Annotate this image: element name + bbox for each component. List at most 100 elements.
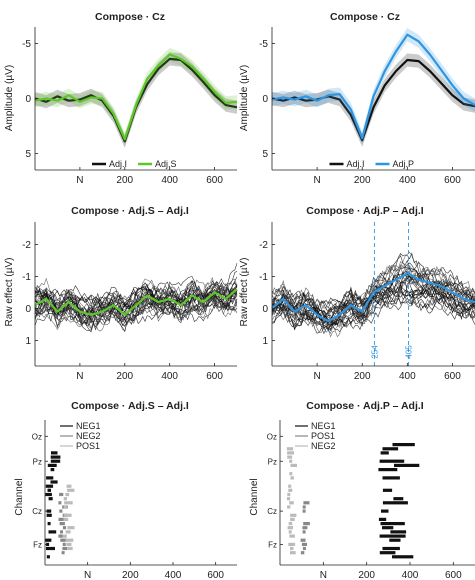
ylabel-p4: Raw effect (µV) (239, 258, 250, 327)
p5-cluster-NEG1 (50, 480, 58, 484)
p6-cluster-NEG2 (287, 455, 293, 459)
p5-cluster-NEG2 (61, 551, 65, 555)
p6-cluster-NEG2 (287, 497, 291, 501)
p6-cluster-POS1 (302, 526, 308, 530)
p6-cluster-NEG2 (287, 492, 291, 497)
p4-onset-label: 405 (404, 345, 413, 359)
p5-cluster-NEG1 (50, 459, 61, 463)
p5-cluster-POS1 (65, 492, 70, 497)
p6-cluster-NEG2 (287, 505, 291, 509)
p2-series-Adj.P (271, 33, 475, 140)
p1-ytick-label: 5 (25, 149, 31, 160)
p6-cluster-POS1 (301, 542, 307, 546)
p6-xtick-label: 600 (445, 570, 462, 580)
ylabel-p2: Amplitude (µV) (239, 65, 250, 131)
p5-cluster-POS1 (62, 534, 67, 538)
p2-legend-label: Adj.P (393, 159, 415, 169)
p3-ytick-label: 1 (25, 336, 31, 347)
p5-cluster-NEG2 (62, 526, 67, 530)
p3-ytick-label: -2 (22, 240, 31, 251)
p2-xtick-label: 200 (354, 175, 371, 186)
p6-cluster-POS1 (302, 509, 306, 513)
p1-error-band-Adj.S (35, 47, 237, 146)
p5-cluster-NEG2 (62, 542, 66, 546)
p3-ytick-label: -1 (22, 272, 31, 283)
p4-ytick-label: 0 (262, 304, 268, 315)
p6-cluster-NEG1 (379, 459, 405, 463)
p5-xtick-label: 400 (165, 570, 182, 580)
ylabel-p6: Channel (249, 478, 260, 515)
p6-cluster-NEG1 (382, 476, 400, 480)
p6-channel-label: Oz (267, 432, 277, 441)
p4-channel-trace (271, 251, 475, 325)
p2-series-Adj.I (271, 58, 475, 142)
p3-channel-trace (34, 278, 238, 318)
p6-cluster-NEG2 (286, 447, 294, 451)
p4-xtick-label: 600 (444, 371, 461, 382)
p5-channel-label: Pz (33, 457, 42, 466)
p6-cluster-NEG1 (394, 463, 420, 467)
p1-legend-label: Adj.I (109, 159, 127, 169)
p3-channel-trace (34, 287, 238, 323)
p4-channel-trace (271, 284, 475, 328)
p6-cluster-POS1 (300, 538, 306, 542)
p5-cluster-NEG1 (47, 488, 51, 492)
p6-cluster-NEG1 (393, 497, 404, 501)
p5-channel-label: Oz (32, 432, 42, 441)
p5-cluster-POS1 (66, 484, 72, 488)
p5-cluster-NEG1 (46, 555, 50, 559)
p4-ytick-label: -2 (259, 240, 268, 251)
p6-channel-label: Cz (267, 507, 277, 516)
p4-xtick-label: 400 (399, 371, 416, 382)
p4-channel-trace (271, 280, 475, 322)
p6-cluster-POS1 (303, 501, 310, 505)
p5-cluster-POS1 (63, 505, 67, 509)
p6-cluster-POS1 (303, 522, 310, 526)
panel-title-p1: Compose · Cz (95, 11, 165, 23)
p6-cluster-NEG2 (290, 517, 295, 521)
p4-xtick-label: 200 (354, 371, 371, 382)
p6-cluster-NEG2 (289, 501, 294, 505)
p6-cluster-NEG1 (382, 546, 400, 551)
p4-channel-trace (271, 278, 475, 325)
p6-cluster-NEG1 (379, 534, 406, 538)
p2-ytick-label: 0 (262, 94, 268, 105)
p5-legend-label: NEG2 (76, 431, 101, 441)
p5-cluster-NEG1 (50, 455, 61, 459)
p6-cluster-NEG1 (389, 538, 401, 542)
p3-xtick-label: N (76, 371, 83, 382)
p6-cluster-NEG1 (380, 522, 405, 526)
p3-ytick-label: 0 (25, 304, 31, 315)
p5-cluster-NEG1 (46, 476, 54, 480)
p5-cluster-NEG1 (48, 530, 57, 534)
p5-cluster-POS1 (67, 488, 75, 492)
ylabel-p5: Channel (14, 478, 25, 515)
p6-cluster-NEG1 (382, 501, 408, 505)
p5-cluster-NEG1 (50, 468, 55, 472)
panel-title-p6: Compose · Adj.P – Adj.I (306, 400, 424, 412)
p5-legend-label: POS1 (76, 441, 100, 451)
p6-channel-label: Pz (268, 457, 277, 466)
p4-onset-label: 254 (370, 345, 379, 359)
p5-cluster-POS1 (63, 497, 67, 501)
p5-cluster-POS1 (65, 530, 71, 534)
p2-xtick-label: 600 (444, 175, 461, 186)
p5-channel-label: Fz (33, 540, 42, 549)
p1-ytick-label: -5 (22, 39, 31, 50)
p6-cluster-NEG2 (288, 542, 296, 546)
p5-cluster-NEG1 (51, 451, 58, 455)
p2-xtick-label: N (313, 175, 320, 186)
p5-cluster-POS1 (67, 526, 75, 530)
p2-ytick-label: -5 (259, 39, 268, 50)
p2-legend-label: Adj.I (347, 159, 365, 169)
p4-channel-trace (271, 271, 475, 333)
p5-cluster-NEG1 (45, 492, 52, 497)
p6-legend-label: NEG2 (311, 441, 336, 451)
p6-cluster-NEG1 (392, 555, 414, 559)
p6-cluster-POS1 (302, 505, 306, 509)
ylabel-p3: Raw effect (µV) (4, 258, 15, 327)
p2-xtick-label: 400 (399, 175, 416, 186)
p5-cluster-NEG1 (45, 538, 52, 542)
p5-cluster-NEG1 (48, 497, 53, 501)
